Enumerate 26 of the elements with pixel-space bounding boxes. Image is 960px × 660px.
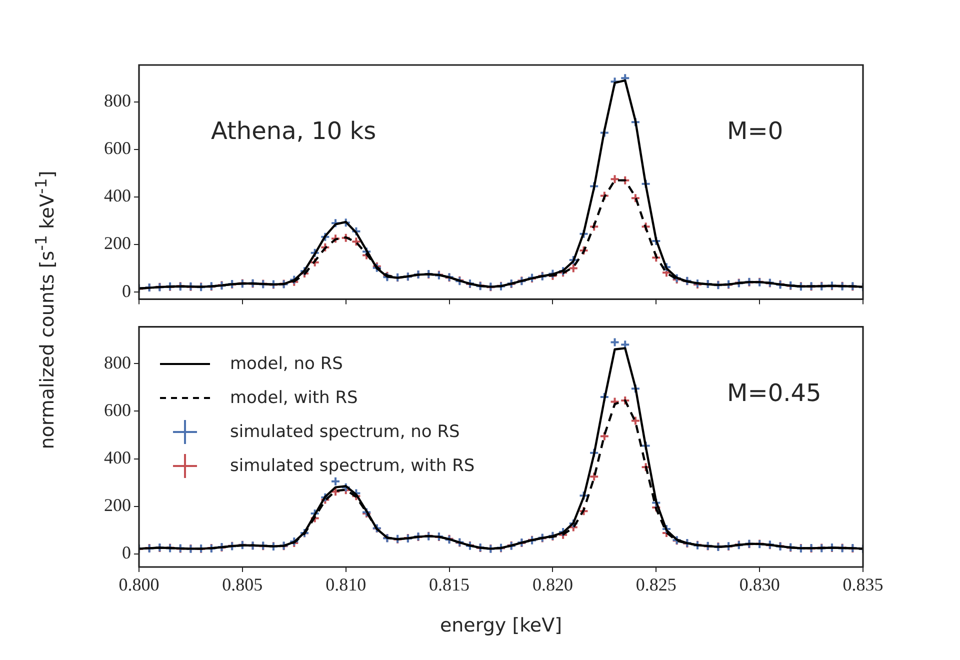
y-tick-label: 800 xyxy=(104,90,131,111)
y-tick-label: 0 xyxy=(122,542,131,563)
y-tick-label: 200 xyxy=(104,495,131,516)
x-axis-title: energy [keV] xyxy=(440,614,562,637)
annotation: M=0 xyxy=(727,117,784,146)
x-tick-label: 0.835 xyxy=(842,574,884,595)
y-tick-label: 600 xyxy=(104,138,131,158)
annotation: Athena, 10 ks xyxy=(211,117,376,146)
legend-label: model, with RS xyxy=(230,388,358,408)
y-tick-label: 600 xyxy=(104,400,131,420)
y-tick-label: 200 xyxy=(104,233,131,254)
y-tick-label: 400 xyxy=(104,186,131,206)
x-tick-label: 0.820 xyxy=(532,574,573,595)
x-tick-label: 0.830 xyxy=(739,574,780,595)
x-tick-label: 0.805 xyxy=(222,574,263,595)
x-tick-label: 0.815 xyxy=(429,574,470,595)
y-tick-label: 800 xyxy=(104,352,131,372)
y-tick-label: 400 xyxy=(104,448,131,468)
x-tick-label: 0.810 xyxy=(326,574,366,595)
y-tick-label: 0 xyxy=(122,280,131,301)
x-tick-label: 0.825 xyxy=(636,574,676,595)
legend-label: simulated spectrum, with RS xyxy=(230,456,475,476)
x-tick-label: 0.800 xyxy=(118,574,160,595)
legend-label: simulated spectrum, no RS xyxy=(230,422,460,442)
legend-label: model, no RS xyxy=(230,354,343,374)
annotation: M=0.45 xyxy=(727,379,822,408)
